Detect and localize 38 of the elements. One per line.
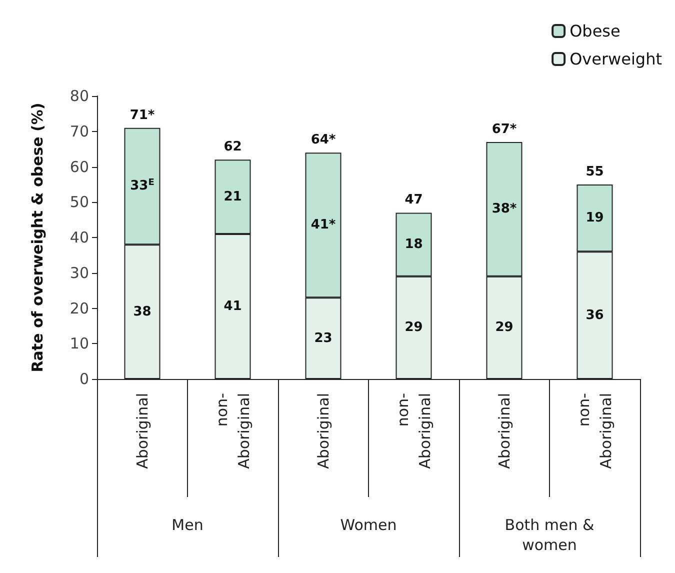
- data-label: 38*: [492, 202, 517, 217]
- y-tick-label: 0: [79, 370, 89, 388]
- y-axis-title: Rate of overweight & obese (%): [28, 102, 46, 372]
- x-tick-label: non- Aboriginal: [394, 393, 434, 469]
- y-tick-label: 70: [70, 122, 89, 140]
- total-label: 64*: [310, 132, 336, 148]
- data-label: 29: [404, 320, 423, 336]
- legend-label: Overweight: [570, 50, 662, 68]
- text: Both men & women: [504, 516, 595, 554]
- x-tick-label: non- Aboriginal: [212, 393, 253, 469]
- data-label: 41: [224, 298, 242, 314]
- x-tick-label: Aboriginal: [495, 393, 514, 469]
- total-label: 71*: [130, 108, 155, 123]
- total-label: 62: [224, 140, 242, 155]
- y-tick-label: 60: [70, 158, 89, 176]
- total-label: 67*: [492, 122, 517, 137]
- x-tick-label: Aboriginal: [133, 393, 152, 469]
- text: Women: [340, 516, 397, 534]
- data-label: 19: [586, 210, 604, 226]
- y-tick-label: 20: [70, 299, 89, 318]
- data-label: 21: [224, 189, 242, 204]
- data-label: 38: [133, 304, 152, 320]
- total-label: 47: [404, 192, 423, 208]
- x-tick-label: non- Aboriginal: [574, 393, 615, 469]
- y-tick-label: 30: [70, 264, 89, 282]
- total-label: 55: [586, 164, 604, 180]
- data-label: 23: [314, 330, 332, 346]
- x-tick-label: Aboriginal: [314, 393, 332, 469]
- data-label: 18: [404, 237, 423, 252]
- text: Men: [172, 516, 204, 534]
- legend-label: Obese: [570, 22, 620, 40]
- y-tick-label: 10: [70, 334, 89, 353]
- data-label: 29: [495, 320, 514, 336]
- y-tick-label: 40: [70, 228, 89, 246]
- data-label: 36: [586, 308, 604, 323]
- y-tick-label: 50: [70, 193, 89, 212]
- y-tick-label: 80: [70, 87, 89, 105]
- data-label: 41*: [310, 218, 336, 233]
